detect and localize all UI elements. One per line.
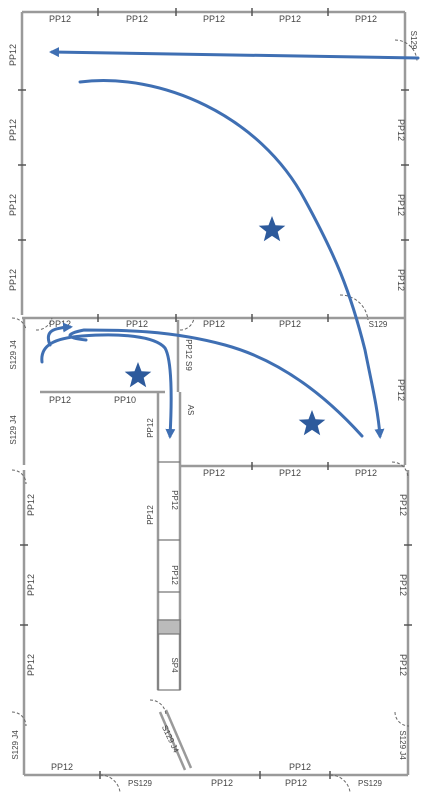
arrow-top-leftward <box>49 47 420 60</box>
label-mid-s129: S129 <box>369 320 388 329</box>
label-right-lower-3: PP12 <box>398 654 408 676</box>
joint-ticks <box>18 8 412 779</box>
arrow-big-curve-down <box>78 79 385 439</box>
label-top-2: PP12 <box>126 14 148 24</box>
label-center-col-4: PP12 <box>170 565 179 585</box>
door-arc-12 <box>391 461 409 479</box>
label-right-lower-1: PP12 <box>398 494 408 516</box>
star-marker-mid-right <box>298 410 326 436</box>
diagonal-wall-inner <box>164 709 193 769</box>
flow-arrows <box>40 47 420 439</box>
label-top-1: PP12 <box>49 14 71 24</box>
label-right-upper-2: PP12 <box>396 194 406 216</box>
label-right-lower-s129: S129 J4 <box>398 730 407 760</box>
center-column-detail <box>157 461 181 691</box>
label-mid-left-h2: PP10 <box>114 395 136 405</box>
door-arc-1 <box>339 294 369 321</box>
label-center-col-2: PP12 <box>170 490 179 510</box>
label-top-5: PP12 <box>355 14 377 24</box>
label-bottom-1: PP12 <box>51 762 73 772</box>
label-bottom-2: PS129 <box>128 779 153 788</box>
star-marker-mid-left <box>124 362 152 388</box>
arrow-down-to-corridor <box>40 333 176 439</box>
label-center-vertical: PP12 S9 <box>184 339 193 371</box>
label-right-upper-1: PP12 <box>396 119 406 141</box>
door-arc-9 <box>149 699 167 717</box>
label-left-lower-3: PP12 <box>26 654 36 676</box>
label-right-lower-2: PP12 <box>398 574 408 596</box>
label-left-upper-2: PP12 <box>8 119 18 141</box>
door-arc-5 <box>11 469 27 485</box>
label-center-col-1: PP12 <box>146 418 155 438</box>
label-left-upper-4: PP12 <box>8 269 18 291</box>
label-mid-4: PP12 <box>279 319 301 329</box>
label-left-lower-2: PP12 <box>26 574 36 596</box>
door-arc-10 <box>99 774 121 792</box>
arrow-small-up-right <box>46 322 73 347</box>
label-lower-3: PP12 <box>355 468 377 478</box>
walls <box>20 10 410 777</box>
stars <box>124 216 326 436</box>
center-box-cap <box>157 619 181 635</box>
label-left-upper-3: PP12 <box>8 194 18 216</box>
wall-labels: PP12 PP12 PP12 PP12 PP12 S129 PP12 PP12 … <box>8 14 418 788</box>
door-arc-4 <box>35 317 53 331</box>
label-left-upper-1: PP12 <box>8 44 18 66</box>
label-lower-2: PP12 <box>279 468 301 478</box>
diagonal-wall <box>158 711 187 771</box>
label-bottom-5: PP12 <box>289 762 311 772</box>
label-left-lower-s129: S129 J4 <box>11 730 20 760</box>
label-center-small: AS <box>186 405 195 416</box>
label-mid-1: PP12 <box>49 319 71 329</box>
label-mid-left-h1: PP12 <box>49 395 71 405</box>
label-center-bottom: SP4 <box>170 657 179 673</box>
label-bottom-4: PP12 <box>285 778 307 788</box>
label-top-4: PP12 <box>279 14 301 24</box>
door-arc-8 <box>394 711 410 727</box>
label-right-mid: PP12 <box>396 379 406 401</box>
door-arc-7 <box>11 711 27 727</box>
label-lower-1: PP12 <box>203 468 225 478</box>
star-marker-top <box>258 216 286 242</box>
door-arcs <box>11 39 418 792</box>
label-bottom-6: PS129 <box>358 779 383 788</box>
label-top-right-s129: S129 <box>409 31 418 50</box>
label-top-3: PP12 <box>203 14 225 24</box>
label-center-col-3: PP12 <box>146 505 155 525</box>
label-left-lower-1: PP12 <box>26 494 36 516</box>
door-arc-3 <box>11 317 27 331</box>
door-arc-6 <box>179 317 195 331</box>
label-right-upper-3: PP12 <box>396 269 406 291</box>
label-left-mid-2: S129 J4 <box>9 415 18 445</box>
door-arc-11 <box>329 774 351 792</box>
label-left-mid-1: S129 J4 <box>9 340 18 370</box>
arrow-return-loop <box>68 328 364 438</box>
label-mid-2: PP12 <box>126 319 148 329</box>
label-bottom-3: PP12 <box>211 778 233 788</box>
label-mid-3: PP12 <box>203 319 225 329</box>
